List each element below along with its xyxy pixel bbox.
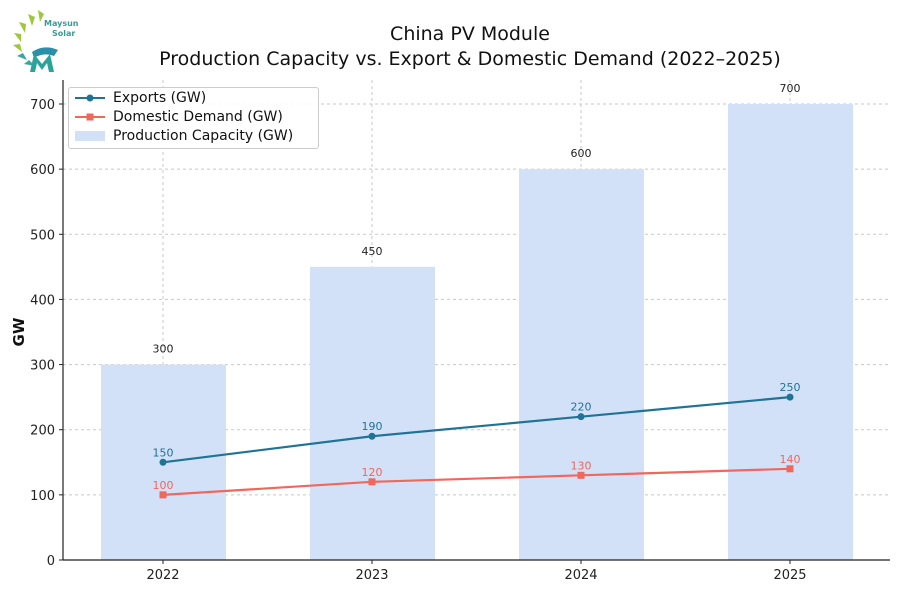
- point-exports: [786, 393, 794, 401]
- x-tick-label: 2025: [773, 568, 806, 583]
- point-domestic-demand: [159, 491, 167, 499]
- bar-data-label: 450: [362, 245, 383, 258]
- bar-production-capacity: [310, 266, 435, 560]
- data-label-exports: 150: [153, 446, 174, 459]
- y-tick-label: 700: [30, 98, 55, 113]
- svg-text:Solar: Solar: [52, 29, 75, 38]
- legend-item-capacity: Production Capacity (GW): [69, 126, 318, 145]
- point-exports: [577, 413, 585, 421]
- y-axis-label: GW: [10, 317, 28, 346]
- title-line-2: Production Capacity vs. Export & Domesti…: [159, 48, 781, 70]
- bar-data-label: 300: [153, 343, 174, 356]
- y-tick-label: 300: [30, 359, 55, 374]
- x-tick-label: 2022: [146, 568, 179, 583]
- point-exports: [368, 432, 376, 440]
- point-exports: [159, 458, 167, 466]
- point-domestic-demand: [786, 465, 794, 473]
- bar-data-label: 700: [780, 82, 801, 95]
- line-exports: [162, 396, 791, 464]
- line-circle-marker-icon: [75, 92, 105, 104]
- data-label-exports: 220: [571, 401, 592, 414]
- legend-item-exports: Exports (GW): [69, 88, 318, 107]
- bar-production-capacity: [728, 104, 853, 560]
- svg-text:Maysun: Maysun: [44, 19, 79, 28]
- y-tick-label: 400: [30, 293, 55, 308]
- bar-swatch-icon: [75, 130, 105, 142]
- line-domestic-demand: [162, 467, 791, 496]
- title-line-1: China PV Module: [390, 23, 550, 45]
- bar-data-label: 600: [571, 147, 592, 160]
- legend-item-domestic: Domestic Demand (GW): [69, 107, 318, 126]
- data-label-exports: 250: [780, 381, 801, 394]
- y-tick-label: 100: [30, 489, 55, 504]
- y-tick-label: 600: [30, 163, 55, 178]
- y-tick-label: 500: [30, 228, 55, 243]
- point-domestic-demand: [368, 478, 376, 486]
- point-domestic-demand: [577, 471, 585, 479]
- x-tick-label: 2023: [355, 568, 388, 583]
- data-label-domestic-demand: 100: [153, 479, 174, 492]
- data-label-exports: 190: [362, 420, 383, 433]
- bar-production-capacity: [519, 169, 644, 560]
- legend: Exports (GW) Domestic Demand (GW) Produc…: [68, 87, 319, 149]
- line-square-marker-icon: [75, 111, 105, 123]
- data-label-domestic-demand: 130: [571, 459, 592, 472]
- y-tick-label: 0: [47, 554, 55, 569]
- y-tick-label: 200: [30, 424, 55, 439]
- legend-label: Exports (GW): [113, 89, 207, 106]
- data-label-domestic-demand: 120: [362, 466, 383, 479]
- legend-label: Domestic Demand (GW): [113, 108, 283, 125]
- maysun-solar-logo: Maysun Solar: [8, 4, 80, 76]
- data-label-domestic-demand: 140: [780, 453, 801, 466]
- chart-title: China PV Module Production Capacity vs. …: [0, 22, 900, 72]
- x-tick-label: 2024: [564, 568, 597, 583]
- legend-label: Production Capacity (GW): [113, 127, 294, 144]
